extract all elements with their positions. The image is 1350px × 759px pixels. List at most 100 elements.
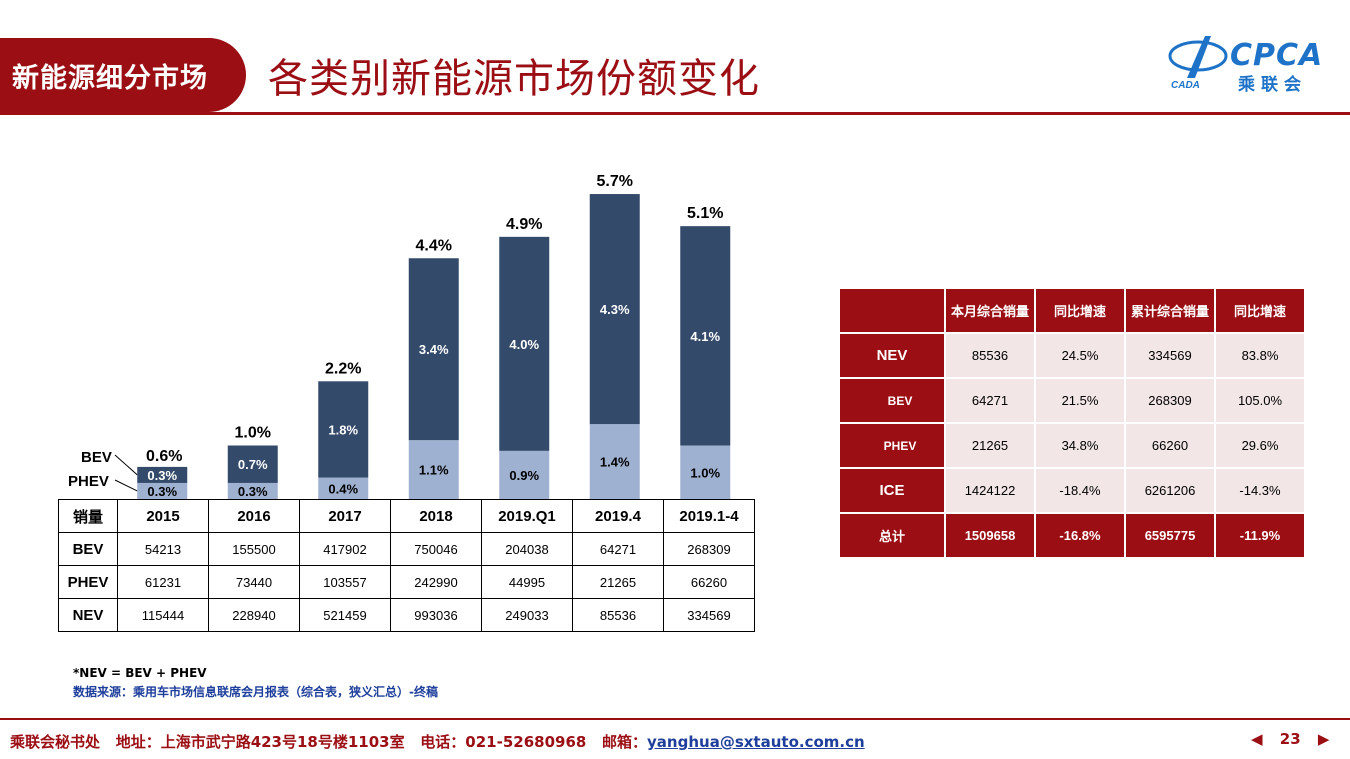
table-header-cell: 本月综合销量 (946, 289, 1034, 332)
bar-phev (137, 482, 188, 499)
section-label-pill: 新能源细分市场 (0, 38, 246, 112)
pager: ◀ 23 ▶ (1245, 730, 1335, 748)
bev-data-label: 3.4% (419, 342, 449, 357)
total-share-label: 4.9% (506, 216, 542, 233)
table-cell: 204038 (481, 532, 573, 566)
row-label: PHEV (58, 565, 118, 599)
table-cell: 334569 (1126, 334, 1214, 377)
page-number: 23 (1279, 730, 1301, 748)
history-sales-table: 销量 2015 2016 2017 2018 2019.Q1 2019.4 20… (58, 499, 755, 632)
table-cell: -14.3% (1216, 469, 1304, 512)
bev-callout-label: BEV (81, 449, 112, 466)
table-cell: 29.6% (1216, 424, 1304, 467)
table-cell: 1424122 (946, 469, 1034, 512)
cpca-logo-icon: CADA (1168, 36, 1228, 91)
table-cell: -11.9% (1216, 514, 1304, 557)
bar-phev (408, 440, 459, 499)
bar-bev (680, 226, 731, 446)
header-divider (0, 112, 1350, 115)
table-row: ICE 1424122 -18.4% 6261206 -14.3% (840, 469, 1304, 512)
table-header-cell: 同比增速 (1036, 289, 1124, 332)
table-cell: 64271 (572, 532, 664, 566)
table-cell: 66260 (663, 565, 755, 599)
row-label: NEV (58, 598, 118, 632)
row-label: NEV (840, 334, 944, 377)
table-cell: 334569 (663, 598, 755, 632)
table-cell: 61231 (117, 565, 209, 599)
total-share-label: 4.4% (416, 237, 452, 254)
bar-phev (680, 445, 731, 499)
bar-phev (227, 482, 278, 499)
table-cell: 6261206 (1126, 469, 1214, 512)
table-cell: 85536 (946, 334, 1034, 377)
section-label: 新能源细分市场 (12, 62, 208, 94)
logo-badge: CADA (1171, 80, 1200, 91)
table-cell: 44995 (481, 565, 573, 599)
table-cell: 83.8% (1216, 334, 1304, 377)
bar-bev (318, 381, 369, 478)
table-header-cell: 销量 (58, 499, 118, 533)
table-cell: 521459 (299, 598, 391, 632)
row-label: ICE (840, 469, 944, 512)
table-cell: 21265 (946, 424, 1034, 467)
footer-email-link[interactable]: yanghua@sxtauto.com.cn (647, 733, 865, 751)
total-share-label: 2.2% (325, 360, 361, 377)
logo-subtitle: 乘联会 (1238, 75, 1307, 95)
table-cell: 268309 (1126, 379, 1214, 422)
table-header-cell: 2019.Q1 (481, 499, 573, 533)
table-cell: 21.5% (1036, 379, 1124, 422)
bev-data-label: 0.3% (147, 468, 177, 483)
table-cell: 105.0% (1216, 379, 1304, 422)
table-header-cell: 2017 (299, 499, 391, 533)
bev-callout-line (114, 454, 138, 476)
phev-callout-line (114, 479, 138, 492)
next-page-icon[interactable]: ▶ (1317, 730, 1330, 748)
table-header-row: 销量 2015 2016 2017 2018 2019.Q1 2019.4 20… (58, 499, 755, 533)
table-cell: 66260 (1126, 424, 1214, 467)
bar-phev (318, 477, 369, 499)
table-cell: 34.8% (1036, 424, 1124, 467)
table-cell: 64271 (946, 379, 1034, 422)
bar-bev (589, 194, 640, 425)
monthly-summary-table: 本月综合销量 同比增速 累计综合销量 同比增速 NEV 85536 24.5% … (838, 287, 1306, 559)
bev-data-label: 1.8% (328, 422, 358, 437)
footer-contact: 乘联会秘书处 地址：上海市武宁路423号18号楼1103室 电话：021-526… (10, 731, 865, 752)
phev-data-label: 1.4% (600, 455, 630, 470)
prev-page-icon[interactable]: ◀ (1251, 730, 1263, 748)
table-header-row: 本月综合销量 同比增速 累计综合销量 同比增速 (840, 289, 1304, 332)
table-row: PHEV 61231 73440 103557 242990 44995 212… (58, 565, 755, 599)
bar-bev (227, 445, 278, 483)
total-share-label: 5.7% (597, 173, 633, 190)
total-share-label: 0.6% (146, 448, 182, 465)
table-cell: 54213 (117, 532, 209, 566)
row-label: BEV (840, 379, 944, 422)
phev-data-label: 0.4% (328, 481, 358, 496)
row-label: 总计 (840, 514, 944, 557)
phev-callout-label: PHEV (68, 473, 109, 490)
page-title: 各类别新能源市场份额变化 (268, 56, 760, 102)
table-row: BEV 54213 155500 417902 750046 204038 64… (58, 532, 755, 566)
footer-divider (0, 718, 1350, 720)
table-total-row: 总计 1509658 -16.8% 6595775 -11.9% (840, 514, 1304, 557)
phev-data-label: 0.3% (147, 484, 177, 499)
table-header-cell: 2019.4 (572, 499, 664, 533)
footer-email-label: 邮箱： (602, 733, 648, 751)
bar-phev (589, 424, 640, 499)
table-cell: 115444 (117, 598, 209, 632)
table-header-cell: 2016 (208, 499, 300, 533)
phev-data-label: 0.3% (238, 484, 268, 499)
table-row: PHEV 21265 34.8% 66260 29.6% (840, 424, 1304, 467)
table-header-cell: 2018 (390, 499, 482, 533)
formula-note: *NEV = BEV + PHEV (73, 666, 207, 680)
total-share-label: 1.0% (235, 425, 271, 442)
table-row: BEV 64271 21.5% 268309 105.0% (840, 379, 1304, 422)
table-cell: 155500 (208, 532, 300, 566)
table-cell: 85536 (572, 598, 664, 632)
row-label: BEV (58, 532, 118, 566)
table-cell: 993036 (390, 598, 482, 632)
table-cell: -18.4% (1036, 469, 1124, 512)
table-cell: 268309 (663, 532, 755, 566)
bar-bev (137, 466, 188, 483)
phev-data-label: 1.1% (419, 463, 449, 478)
phev-data-label: 1.0% (690, 465, 720, 480)
